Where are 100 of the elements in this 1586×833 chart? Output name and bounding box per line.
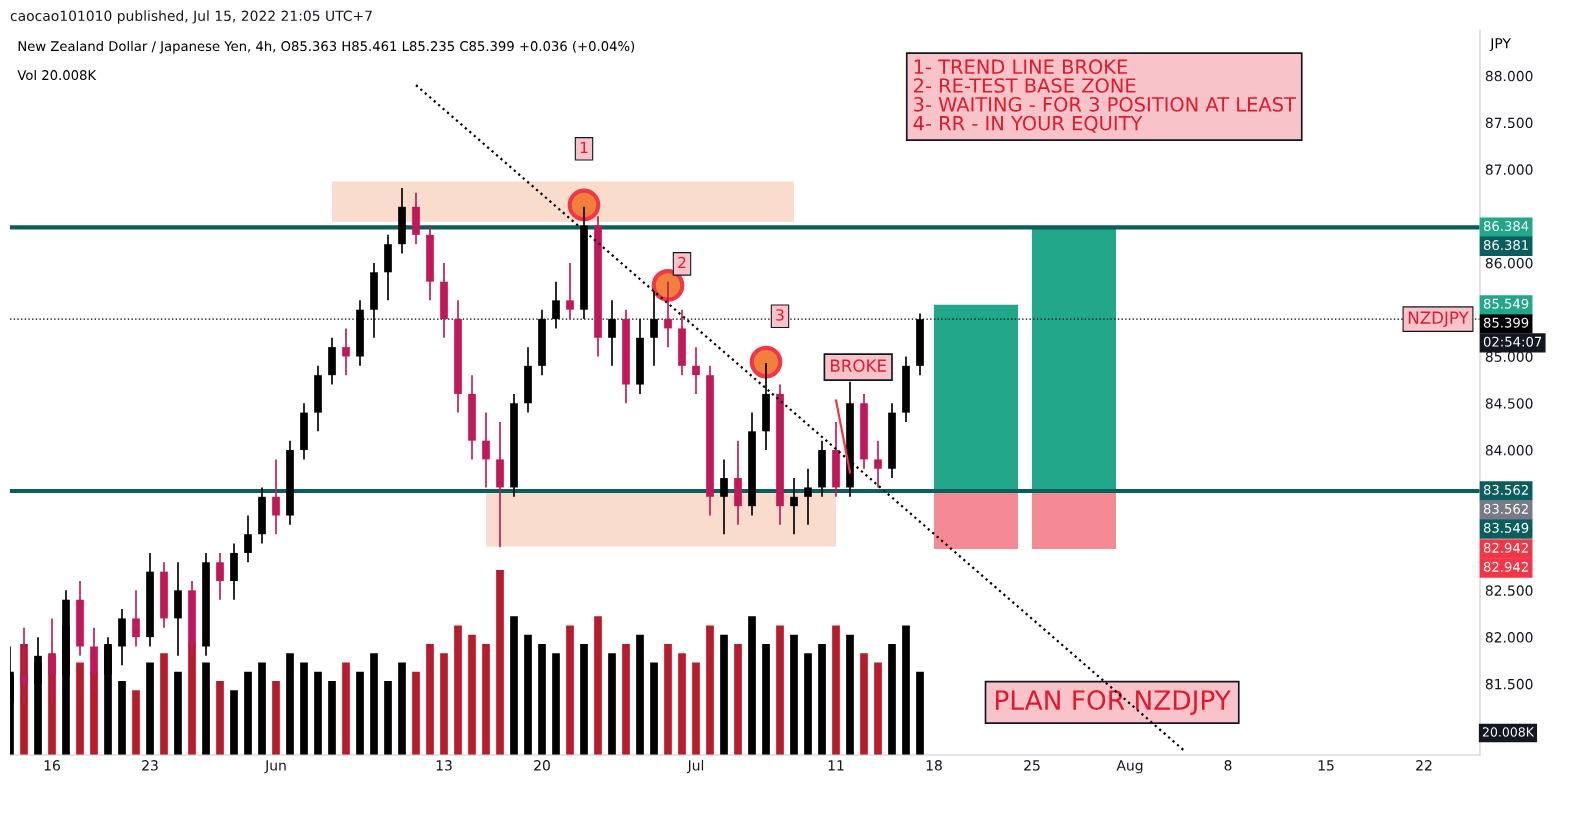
y-tick-label: 81.500 (1485, 678, 1533, 690)
bar (300, 662, 308, 755)
bar (328, 681, 336, 755)
y-axis-title: JPY (1489, 38, 1511, 52)
bar (332, 181, 794, 222)
bar (916, 671, 924, 755)
y-tick-label: 82.500 (1485, 585, 1533, 596)
bar (566, 625, 574, 755)
bar (174, 671, 182, 755)
bar (650, 662, 658, 755)
bar (244, 671, 252, 755)
bar (524, 634, 532, 755)
bar (486, 493, 836, 547)
text: 83.549 (1483, 522, 1529, 533)
text: 02:54:07 (1483, 336, 1542, 347)
bar (664, 644, 672, 755)
point (567, 188, 601, 222)
annotation: 1 (580, 141, 588, 154)
bar (818, 644, 826, 755)
x-tick-label: 13 (436, 760, 452, 771)
bar (636, 634, 644, 755)
bar (552, 653, 560, 755)
bar (454, 625, 462, 755)
candlestick (692, 346, 700, 395)
annotation: 3 (776, 309, 784, 321)
text: 82.942 (1483, 542, 1528, 553)
text: New Zealand Dollar / Japanese Yen, 4h, O85.363 H85.461 L85.235 C85.399 +0.036 (+0.04%) (18, 40, 635, 54)
bar (286, 653, 294, 755)
ref-line-label: 83.562 (1483, 484, 1528, 495)
bar (776, 625, 784, 755)
candlestick (874, 439, 882, 489)
ref-line-label: 85.399 (1483, 317, 1529, 328)
text: 85.549 (1483, 298, 1529, 309)
bar (860, 653, 868, 755)
y-tick-label: 84.500 (1485, 398, 1533, 409)
bar (76, 662, 84, 755)
x-tick-label: 18 (926, 760, 942, 771)
candlestick (132, 589, 140, 648)
bar (734, 644, 742, 755)
annotation: 2 (678, 256, 686, 269)
bar (440, 653, 448, 755)
x-tick-label: Aug (1116, 760, 1143, 774)
x-tick-label: 22 (1416, 760, 1432, 771)
annotation: BROKE (831, 359, 886, 372)
candlestick (664, 280, 672, 348)
bar (846, 634, 854, 755)
x-tick-label: 8 (1224, 760, 1232, 771)
bar (370, 653, 378, 755)
x-tick-label: 11 (828, 760, 844, 771)
candlestick (790, 477, 798, 536)
bar (342, 662, 350, 755)
bar (510, 616, 518, 755)
text: 20.008K (1482, 727, 1535, 737)
candlestick (482, 411, 490, 489)
bar (934, 304, 1018, 492)
bar (426, 644, 434, 755)
chart-title: caocao101010 published, Jul 15, 2022 21:05 UTC+7 (10, 10, 372, 24)
bar (678, 653, 686, 755)
candlestick (342, 327, 350, 377)
x-tick-label: 23 (142, 760, 158, 771)
y-tick-label: 86.000 (1485, 257, 1533, 269)
bar (888, 644, 896, 755)
bar (902, 625, 910, 755)
bar (934, 491, 1018, 550)
text: 82.942 (1483, 561, 1528, 572)
text: 86.384 (1483, 221, 1529, 232)
bar (1032, 227, 1116, 492)
bar (804, 653, 812, 755)
annotation: NZDJPY (1408, 311, 1469, 328)
bar (496, 570, 504, 755)
bar (692, 662, 700, 755)
x-tick-label: 15 (1318, 760, 1334, 771)
candlestick (804, 467, 812, 526)
annotation: Vol 20.008K (17, 69, 97, 81)
bar (832, 625, 840, 755)
y-tick-label: 88.000 (1485, 70, 1533, 82)
bar (412, 671, 420, 755)
bar (594, 616, 602, 755)
candlestick (720, 458, 728, 536)
x-tick-label: 25 (1024, 760, 1040, 771)
bar (468, 634, 476, 755)
text: 83.562 (1483, 503, 1528, 514)
x-tick-label: 20 (534, 760, 550, 771)
bar (146, 662, 154, 755)
bar (272, 681, 280, 755)
bar (356, 671, 364, 755)
y-tick-label: 82.000 (1485, 632, 1533, 643)
y-tick-label: 85.000 (1485, 351, 1533, 362)
bar (258, 662, 266, 755)
x-tick-label: Jul (686, 759, 704, 774)
point (749, 345, 783, 379)
bar (1032, 491, 1116, 550)
bar (762, 644, 770, 755)
bar (384, 681, 392, 755)
bar (216, 681, 224, 755)
x-tick-label: Jun (264, 760, 286, 774)
bar (580, 644, 588, 755)
bar (202, 662, 210, 755)
candlestick (272, 458, 280, 536)
bar (118, 681, 126, 755)
